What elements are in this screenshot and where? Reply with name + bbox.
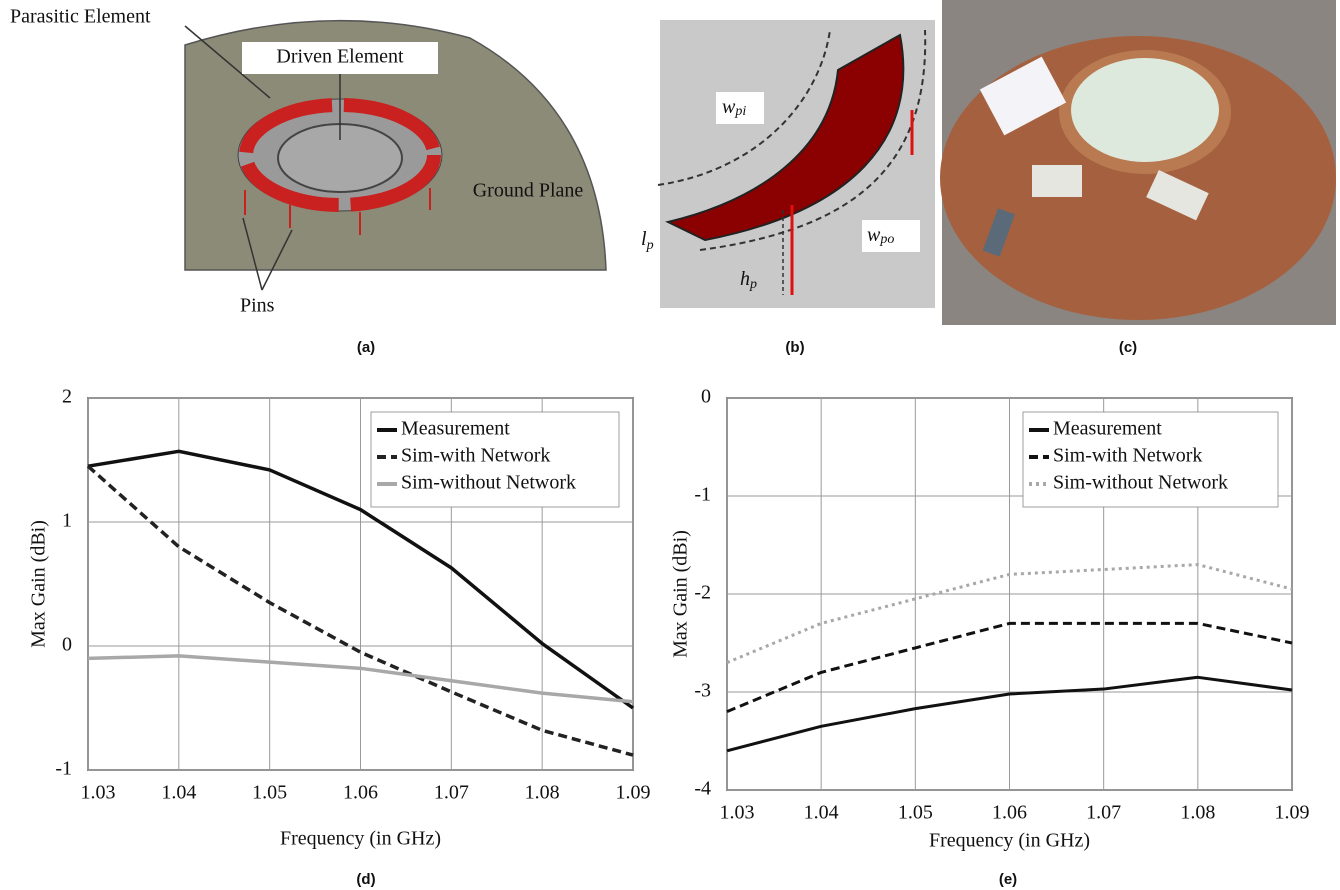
x-tick-label: 1.06 xyxy=(343,782,378,804)
y-tick-label: -3 xyxy=(694,680,711,702)
x-tick-label: 1.09 xyxy=(616,782,651,804)
wpi-sub: pi xyxy=(734,104,746,119)
x-tick-label: 1.05 xyxy=(252,782,287,804)
y-tick-label: 2 xyxy=(62,386,72,408)
panel-label: (b) xyxy=(785,339,804,356)
panel-a-illustration: Parasitic Element Driven Element Ground … xyxy=(10,6,607,317)
y-tick-label: 1 xyxy=(62,510,72,532)
x-tick-label: 1.07 xyxy=(434,782,469,804)
panel-label: (d) xyxy=(356,871,375,888)
lp-label: lp xyxy=(641,228,654,254)
x-axis-label: Frequency (in GHz) xyxy=(280,828,441,850)
y-axis-label: Max Gain (dBi) xyxy=(28,520,50,648)
y-tick-label: -4 xyxy=(694,778,711,800)
wpo-sub: po xyxy=(879,232,894,247)
legend-label: Sim-with Network xyxy=(401,445,550,467)
y-axis-label: Max Gain (dBi) xyxy=(670,530,692,658)
wpi-main: w xyxy=(722,96,736,118)
hp-sub: p xyxy=(749,277,757,292)
panel-label: (c) xyxy=(1119,339,1137,356)
x-tick-label: 1.09 xyxy=(1275,802,1310,824)
series-line xyxy=(87,654,634,704)
ground-label: Ground Plane xyxy=(473,180,584,202)
x-tick-label: 1.04 xyxy=(161,782,196,804)
x-tick-label: 1.05 xyxy=(898,802,933,824)
series-line xyxy=(726,563,1293,664)
series-line xyxy=(87,449,635,710)
legend-box xyxy=(370,411,620,508)
legend-label: Measurement xyxy=(401,418,510,440)
legend-label: Sim-with Network xyxy=(1053,445,1202,467)
legend-label: Measurement xyxy=(1053,418,1162,440)
x-axis-label: Frequency (in GHz) xyxy=(929,830,1090,852)
panel-c-photo xyxy=(940,0,1336,325)
y-tick-label: 0 xyxy=(701,386,711,408)
x-tick-label: 1.03 xyxy=(81,782,116,804)
wpi-label: wpi xyxy=(722,96,746,120)
series-line xyxy=(726,675,1293,753)
parasitic-label: Parasitic Element xyxy=(10,6,151,28)
wpo-main: w xyxy=(867,224,881,246)
series-line xyxy=(726,621,1293,713)
pins-label: Pins xyxy=(240,295,275,317)
x-tick-label: 1.04 xyxy=(804,802,839,824)
x-tick-label: 1.08 xyxy=(1180,802,1215,824)
x-tick-label: 1.06 xyxy=(992,802,1027,824)
driven-label: Driven Element xyxy=(276,46,404,68)
panel-label: (a) xyxy=(357,339,375,356)
lp-main: l xyxy=(641,228,647,250)
legend-box xyxy=(1022,411,1279,508)
legend-label: Sim-without Network xyxy=(401,472,576,494)
y-tick-label: 0 xyxy=(62,634,72,656)
hp-label: hp xyxy=(740,268,757,293)
y-tick-label: -1 xyxy=(694,484,711,506)
y-tick-label: -1 xyxy=(55,758,72,780)
wpo-label: wpo xyxy=(867,224,894,248)
y-tick-label: -2 xyxy=(694,582,711,604)
x-tick-label: 1.03 xyxy=(720,802,755,824)
panel-b-illustration: wpi lp hp wpo xyxy=(641,20,935,308)
lp-sub: p xyxy=(646,238,654,253)
legend-label: Sim-without Network xyxy=(1053,472,1228,494)
x-tick-label: 1.08 xyxy=(525,782,560,804)
hp-main: h xyxy=(740,268,750,290)
x-tick-label: 1.07 xyxy=(1086,802,1121,824)
panel-label: (e) xyxy=(999,871,1017,888)
